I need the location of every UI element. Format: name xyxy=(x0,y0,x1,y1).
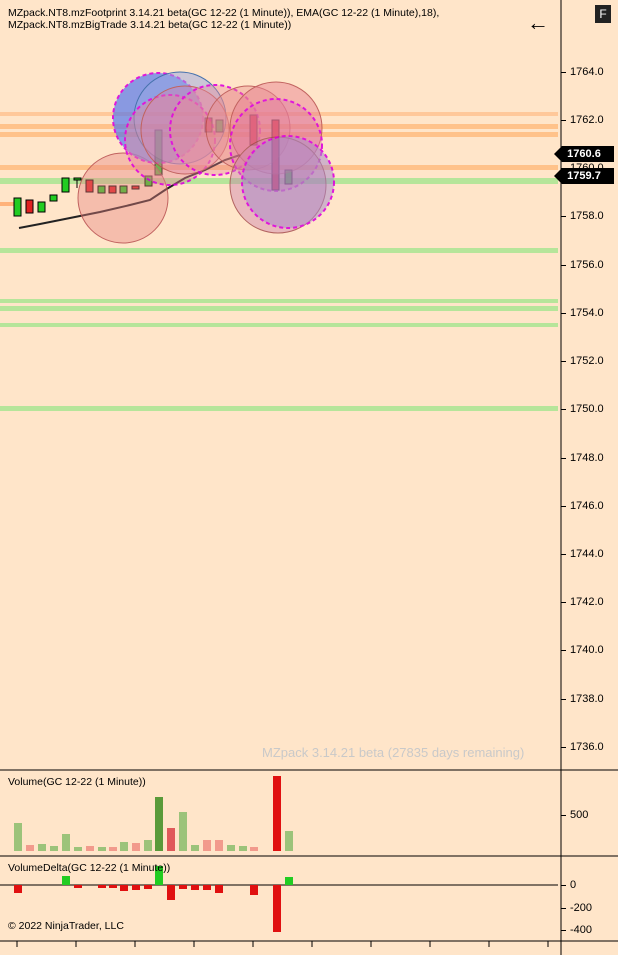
price-tick: 1740.0 xyxy=(570,644,604,656)
indicator-line-2: MZpack.NT8.mzBigTrade 3.14.21 beta(GC 12… xyxy=(8,19,292,31)
ema-line xyxy=(18,154,241,229)
volume-panel-title: Volume(GC 12-22 (1 Minute)) xyxy=(8,776,146,788)
delta-panel-title: VolumeDelta(GC 12-22 (1 Minute)) xyxy=(8,862,171,874)
volume-tick: 500 xyxy=(570,809,589,821)
time-axis-ticks xyxy=(16,941,549,947)
price-tick: 1754.0 xyxy=(570,307,604,319)
watermark: MZpack 3.14.21 beta (27835 days remainin… xyxy=(262,745,525,760)
indicator-header: MZpack.NT8.mzFootprint 3.14.21 beta(GC 1… xyxy=(8,7,439,31)
price-tick: 1748.0 xyxy=(570,452,604,464)
delta-tick: -200 xyxy=(570,902,593,914)
price-tick: 1746.0 xyxy=(570,500,604,512)
delta-tick: -400 xyxy=(570,924,593,936)
big-trade-bubbles xyxy=(77,71,335,244)
price-tick: 1762.0 xyxy=(570,114,604,126)
level-line xyxy=(0,112,558,116)
copyright-text: © 2022 NinjaTrader, LLC xyxy=(8,920,124,932)
volume-bars xyxy=(14,776,293,851)
price-tick: 1750.0 xyxy=(570,403,604,415)
last-price-tag: 1760.6 xyxy=(554,146,614,162)
price-tick: 1736.0 xyxy=(570,741,604,753)
indicator-line-1: MZpack.NT8.mzFootprint 3.14.21 beta(GC 1… xyxy=(8,7,440,19)
price-tick: 1752.0 xyxy=(570,355,604,367)
price-tick: 1758.0 xyxy=(570,210,604,222)
delta-bars xyxy=(14,866,293,932)
price-tick: 1738.0 xyxy=(570,693,604,705)
price-tick: 1742.0 xyxy=(570,596,604,608)
price-tick: 1764.0 xyxy=(570,66,604,78)
ema-price-tag: 1759.7 xyxy=(554,168,614,184)
price-tick: 1756.0 xyxy=(570,259,604,271)
delta-tick: 0 xyxy=(570,879,577,891)
back-arrow-icon[interactable]: ← xyxy=(527,10,549,35)
price-tick: 1744.0 xyxy=(570,548,604,560)
f-button[interactable]: F xyxy=(595,5,611,23)
